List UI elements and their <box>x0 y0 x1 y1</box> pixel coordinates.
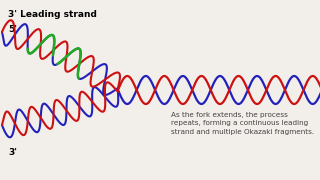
Text: As the fork extends, the process
repeats, forming a continuous leading
strand an: As the fork extends, the process repeats… <box>171 112 314 135</box>
Text: 3': 3' <box>8 148 17 157</box>
Text: 5': 5' <box>8 25 17 34</box>
Text: 3' Leading strand: 3' Leading strand <box>8 10 97 19</box>
